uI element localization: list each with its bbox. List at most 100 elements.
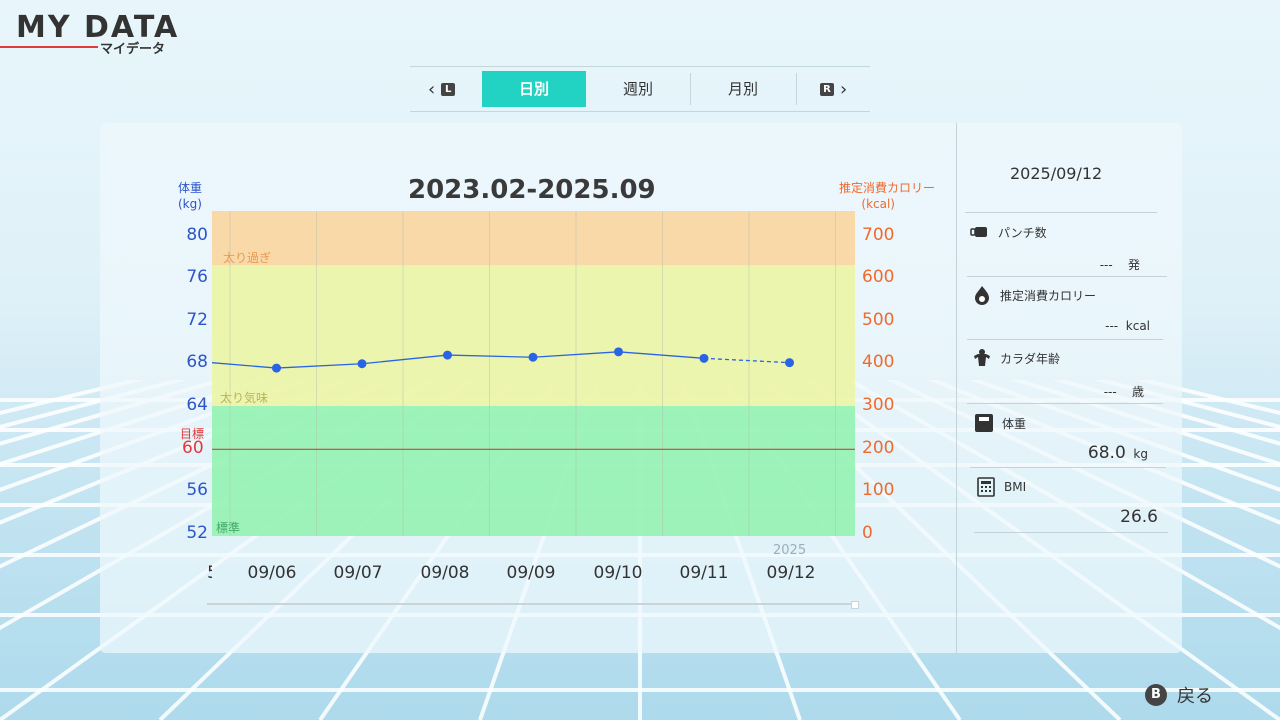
weight-line-segment bbox=[447, 354, 534, 358]
chart-title: 2023.02-2025.09 bbox=[408, 175, 656, 205]
weight-point bbox=[443, 350, 452, 360]
bmi-value: 26.6 bbox=[1120, 507, 1158, 527]
divider bbox=[967, 339, 1163, 340]
right-axis-title-unit: (kcal) bbox=[861, 197, 895, 211]
left-tick: 64 bbox=[186, 395, 208, 415]
back-label: 戻る bbox=[1177, 686, 1213, 707]
x-tick: 09/12 bbox=[766, 563, 816, 583]
calculator-icon bbox=[976, 477, 996, 497]
zone-label-overweight: 太り過ぎ bbox=[223, 251, 272, 265]
x-tick: 09/11 bbox=[679, 563, 729, 583]
left-axis-title-line: 体重 bbox=[178, 181, 203, 195]
punch-icon bbox=[970, 222, 990, 242]
tab-divider bbox=[690, 73, 691, 105]
bmi-label: BMI bbox=[976, 477, 1026, 497]
weight-point bbox=[272, 363, 281, 373]
weight-line-segment bbox=[618, 351, 705, 359]
divider bbox=[965, 212, 1157, 213]
tab-weekly[interactable]: 週別 bbox=[622, 80, 653, 98]
divider bbox=[967, 403, 1163, 404]
x-tick: 09/07 bbox=[333, 563, 383, 583]
left-axis-title-unit: (kg) bbox=[178, 197, 202, 211]
right-tick: 100 bbox=[862, 480, 895, 500]
x-tick: 09/10 bbox=[593, 563, 643, 583]
left-axis-title: 体重 (kg) bbox=[178, 180, 202, 212]
tab-bar: ‹ L 日別 週別 月別 R › bbox=[410, 66, 870, 112]
weight-value: 68.0 kg bbox=[1087, 443, 1148, 463]
chevron-left-icon: ‹ bbox=[428, 78, 436, 100]
year-label: 2025 bbox=[773, 543, 807, 558]
prev-tab-button[interactable]: ‹ L bbox=[428, 67, 456, 111]
muscle-icon bbox=[972, 348, 992, 368]
calorie-value: --- kcal bbox=[1105, 319, 1150, 333]
goal-label: 目標 bbox=[180, 427, 205, 441]
flame-icon bbox=[972, 285, 992, 305]
zone-label-slightly-over: 太り気味 bbox=[220, 391, 269, 405]
punch-count-label: パンチ数 bbox=[970, 222, 1047, 242]
right-tick: 500 bbox=[862, 310, 895, 330]
right-tick: 200 bbox=[862, 438, 895, 458]
page-subtitle: マイデータ bbox=[100, 42, 166, 57]
x-tick: 09/06 bbox=[247, 563, 297, 583]
back-button[interactable]: B 戻る bbox=[1145, 682, 1213, 708]
divider bbox=[967, 276, 1167, 277]
weight-point bbox=[699, 353, 709, 363]
punch-count-label-text: パンチ数 bbox=[998, 225, 1047, 240]
x-tick: 5 bbox=[172, 563, 212, 583]
scale-icon bbox=[974, 413, 994, 433]
weight-line-segment bbox=[211, 362, 277, 369]
body-age-label: カラダ年齢 bbox=[972, 348, 1060, 368]
left-tick: 68 bbox=[186, 352, 208, 372]
r-button-icon: R bbox=[820, 82, 834, 96]
x-tick: 09/09 bbox=[506, 563, 556, 583]
title-underline bbox=[0, 46, 98, 48]
next-tab-button[interactable]: R › bbox=[820, 67, 847, 111]
weight-point bbox=[528, 352, 538, 362]
chevron-right-icon: › bbox=[840, 78, 848, 100]
weight-line-segment bbox=[361, 354, 448, 365]
zone-slightly-over bbox=[212, 265, 855, 406]
right-tick: 700 bbox=[862, 225, 895, 245]
goal-value: 60 bbox=[182, 438, 204, 458]
b-button-icon: B bbox=[1145, 684, 1167, 706]
chart-scrollbar[interactable] bbox=[207, 603, 855, 605]
chart-scroll-thumb[interactable] bbox=[851, 601, 859, 609]
weight-point bbox=[357, 359, 367, 369]
weight-label: 体重 bbox=[974, 413, 1026, 433]
right-axis-title: 推定消費カロリー (kcal) bbox=[825, 180, 935, 212]
left-tick: 56 bbox=[186, 480, 208, 500]
zone-overweight bbox=[212, 211, 855, 266]
selected-date: 2025/09/12 bbox=[1010, 164, 1103, 183]
divider bbox=[970, 467, 1166, 468]
divider bbox=[974, 532, 1168, 533]
tab-divider bbox=[796, 73, 797, 105]
body-age-value: --- 歳 bbox=[1103, 385, 1144, 399]
right-tick: 300 bbox=[862, 395, 895, 415]
weight-label-text: 体重 bbox=[1002, 416, 1027, 431]
left-tick: 80 bbox=[186, 225, 208, 245]
right-tick: 0 bbox=[862, 523, 873, 543]
body-age-label-text: カラダ年齢 bbox=[1000, 351, 1061, 366]
weight-line-segment bbox=[703, 357, 790, 364]
zone-label-normal: 標準 bbox=[216, 521, 241, 535]
bmi-label-text: BMI bbox=[1004, 480, 1027, 494]
weight-line-segment bbox=[532, 351, 619, 358]
calorie-label: 推定消費カロリー bbox=[972, 285, 1096, 305]
right-tick: 400 bbox=[862, 352, 895, 372]
weight-point bbox=[614, 347, 623, 357]
right-tick: 600 bbox=[862, 267, 895, 287]
tab-monthly[interactable]: 月別 bbox=[727, 80, 758, 98]
page-title: MY DATA bbox=[16, 10, 180, 45]
right-axis-title-line: 推定消費カロリー bbox=[838, 181, 935, 195]
calorie-label-text: 推定消費カロリー bbox=[1000, 288, 1097, 303]
left-tick: 76 bbox=[186, 267, 208, 287]
left-tick: 52 bbox=[186, 523, 208, 543]
tab-daily[interactable]: 日別 bbox=[482, 71, 586, 107]
punch-count-value: --- 発 bbox=[1099, 258, 1140, 272]
weight-line-segment bbox=[276, 363, 363, 369]
panel-divider bbox=[956, 123, 957, 653]
l-button-icon: L bbox=[441, 82, 456, 96]
x-tick: 09/08 bbox=[420, 563, 470, 583]
weight-point bbox=[785, 358, 794, 368]
